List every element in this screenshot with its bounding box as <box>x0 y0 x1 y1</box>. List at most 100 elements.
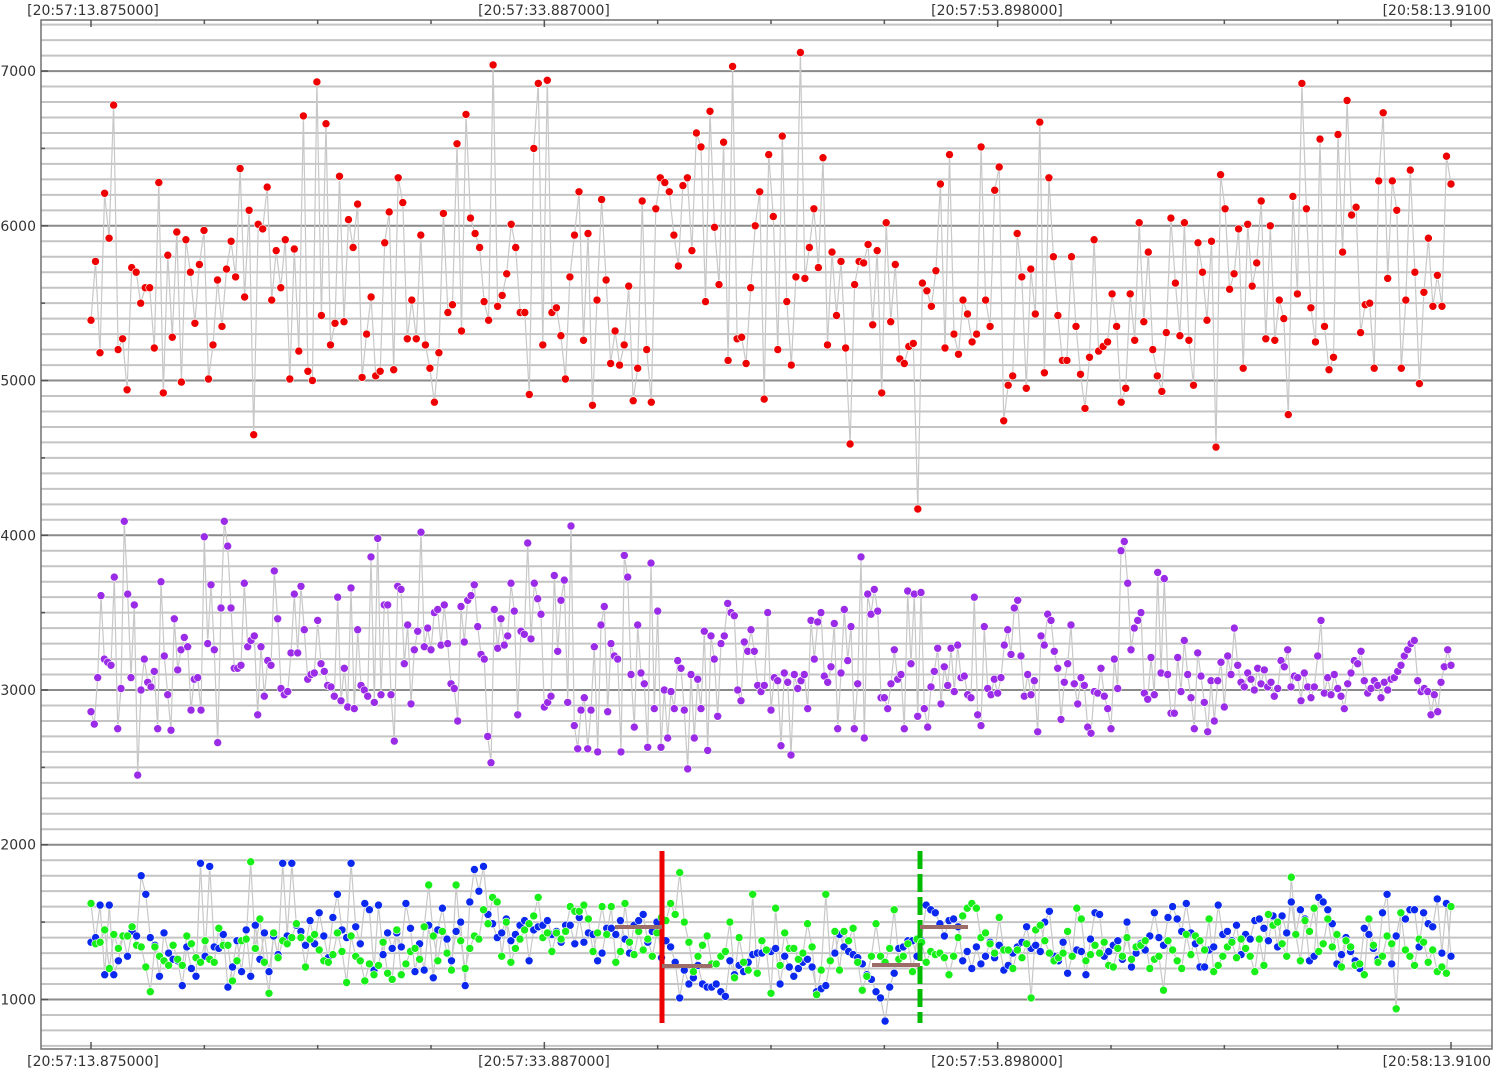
data-point-series-1 <box>583 229 593 238</box>
data-point-series-1 <box>131 267 141 277</box>
data-point-series-4 <box>182 931 192 941</box>
data-point-series-3 <box>383 928 392 938</box>
data-point-series-3 <box>141 889 151 899</box>
data-point-series-3 <box>634 916 644 925</box>
data-point-series-2 <box>859 733 869 743</box>
data-point-series-2 <box>173 665 182 675</box>
data-point-series-4 <box>1378 951 1387 961</box>
data-point-series-1 <box>448 300 457 310</box>
data-point-series-1 <box>1089 235 1099 244</box>
data-point-series-3 <box>1410 905 1419 915</box>
data-point-series-1 <box>430 397 439 407</box>
data-point-series-4 <box>1241 944 1250 953</box>
data-point-series-2 <box>1143 694 1152 704</box>
data-point-series-2 <box>1316 616 1326 625</box>
data-point-series-4 <box>251 944 260 953</box>
data-point-series-2 <box>449 684 459 693</box>
data-point-series-2 <box>1306 693 1316 703</box>
data-point-series-2 <box>273 614 283 624</box>
data-point-series-1 <box>276 283 286 293</box>
data-point-series-2 <box>1223 651 1232 661</box>
data-point-series-2 <box>739 637 749 647</box>
data-point-series-4 <box>543 928 552 938</box>
data-point-series-2 <box>776 741 786 751</box>
data-point-series-4 <box>447 965 456 975</box>
data-point-series-2 <box>299 625 309 635</box>
data-point-series-3 <box>155 971 164 981</box>
data-point-series-1 <box>1342 96 1352 105</box>
data-point-series-1 <box>610 326 620 336</box>
data-point-series-1 <box>335 172 344 181</box>
data-point-series-3 <box>351 922 361 932</box>
data-point-series-2 <box>1260 665 1269 675</box>
data-point-series-1 <box>289 244 299 254</box>
data-point-series-4 <box>95 937 105 947</box>
data-point-series-4 <box>944 970 954 980</box>
data-point-series-1 <box>475 243 484 252</box>
data-point-series-4 <box>1063 927 1072 936</box>
data-point-series-4 <box>1122 933 1132 942</box>
data-point-series-3 <box>1122 917 1132 927</box>
data-point-series-2 <box>529 578 539 588</box>
data-point-series-3 <box>666 942 675 952</box>
data-point-series-2 <box>596 620 606 630</box>
data-point-series-2 <box>499 640 509 650</box>
data-point-series-1 <box>881 218 891 227</box>
data-point-series-2 <box>469 580 479 590</box>
data-point-series-4 <box>1446 902 1456 911</box>
data-point-series-3 <box>196 858 205 868</box>
data-point-series-1 <box>258 224 268 234</box>
data-point-series-2 <box>656 742 666 752</box>
data-point-series-3 <box>771 944 780 953</box>
data-point-series-3 <box>958 956 968 966</box>
data-point-series-1 <box>1171 278 1180 288</box>
data-point-series-4 <box>949 951 958 961</box>
data-point-series-3 <box>1259 923 1269 933</box>
data-point-series-2 <box>1436 677 1446 687</box>
data-point-series-1 <box>168 332 177 342</box>
data-point-series-1 <box>1134 218 1144 227</box>
data-point-series-4 <box>1127 954 1136 964</box>
data-point-series-3 <box>314 908 324 918</box>
data-point-series-4 <box>1045 948 1054 958</box>
data-point-series-2 <box>593 747 603 757</box>
data-point-series-1 <box>344 215 353 224</box>
data-point-series-4 <box>287 933 297 942</box>
data-point-series-1 <box>1297 79 1307 88</box>
data-point-series-4 <box>419 922 429 932</box>
data-point-series-1 <box>637 196 647 206</box>
data-point-series-4 <box>296 933 306 942</box>
data-point-series-4 <box>821 889 831 899</box>
data-point-series-2 <box>1070 679 1079 689</box>
data-point-series-4 <box>1314 947 1323 956</box>
data-point-series-1 <box>782 297 792 306</box>
data-point-series-1 <box>533 79 543 88</box>
data-point-series-4 <box>1287 872 1296 882</box>
data-point-series-1 <box>1071 322 1081 331</box>
data-point-series-1 <box>231 272 240 282</box>
data-point-series-2 <box>250 631 259 641</box>
data-point-series-1 <box>145 283 154 293</box>
y-tick-label: 1000 <box>0 992 36 1008</box>
data-point-series-2 <box>549 571 559 580</box>
data-point-series-3 <box>1360 923 1369 933</box>
data-point-series-3 <box>365 905 374 915</box>
data-point-series-4 <box>410 944 420 953</box>
data-point-series-1 <box>1189 380 1198 390</box>
data-point-series-4 <box>524 919 534 929</box>
data-point-series-2 <box>459 637 469 647</box>
data-point-series-3 <box>159 928 169 938</box>
data-point-series-2 <box>289 589 299 599</box>
data-point-series-2 <box>1066 620 1076 630</box>
data-point-series-2 <box>1433 707 1442 717</box>
data-point-series-3 <box>100 970 109 980</box>
data-point-series-1 <box>678 181 688 190</box>
data-point-series-1 <box>967 337 977 347</box>
x-tick-label-bottom-1: [20:57:13.875000] <box>27 1054 159 1070</box>
data-point-series-1 <box>972 329 981 339</box>
data-point-series-2 <box>519 629 529 639</box>
data-point-series-1 <box>741 359 751 368</box>
tick-marks <box>41 20 1452 1049</box>
data-point-series-3 <box>305 916 315 925</box>
data-point-series-4 <box>346 931 356 941</box>
